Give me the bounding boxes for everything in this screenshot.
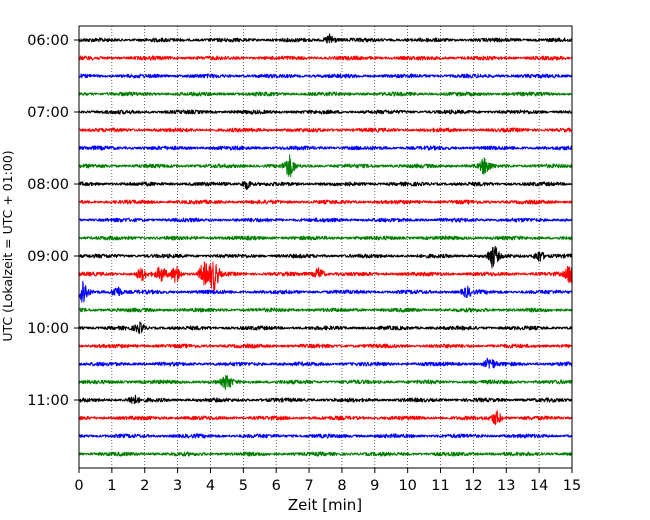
y-tick-label-09:00: 09:00 xyxy=(27,249,69,265)
trace-0845 xyxy=(78,235,573,241)
plot-frame xyxy=(78,25,573,469)
x-axis-ticks: 0 1 2 3 4 5 6 7 8 9 10 11 12 13 14 15 xyxy=(74,468,581,494)
trace-0730 xyxy=(78,145,573,151)
trace-0615 xyxy=(78,55,573,61)
x-tick-label-3: 3 xyxy=(173,478,182,494)
y-tick-label-10:00: 10:00 xyxy=(27,321,69,337)
y-axis-ticks: 06:00 07:00 08:00 09:00 10:00 11:00 xyxy=(27,33,79,409)
trace-1130 xyxy=(78,433,573,439)
x-tick-label-0: 0 xyxy=(74,478,83,494)
y-tick-label-08:00: 08:00 xyxy=(27,177,69,193)
trace-0930 xyxy=(78,280,573,303)
seismogram-traces xyxy=(78,33,573,457)
y-tick-label-06:00: 06:00 xyxy=(27,33,69,49)
trace-0745 xyxy=(78,154,573,178)
y-tick-label-07:00: 07:00 xyxy=(27,105,69,121)
trace-0915 xyxy=(78,261,573,291)
trace-0700 xyxy=(78,109,573,115)
trace-0800 xyxy=(78,180,573,190)
x-tick-label-11: 11 xyxy=(431,478,449,494)
trace-1030 xyxy=(78,357,573,369)
y-tick-label-11:00: 11:00 xyxy=(27,393,69,409)
trace-0900 xyxy=(78,245,573,269)
trace-1100 xyxy=(78,394,573,405)
trace-1000 xyxy=(78,321,573,335)
trace-0815 xyxy=(78,199,573,205)
trace-1015 xyxy=(78,343,573,349)
trace-0945 xyxy=(78,307,573,313)
y-axis-label: UTC (Lokalzeit = UTC + 01:00) xyxy=(0,150,15,341)
trace-0715 xyxy=(78,127,572,133)
trace-0830 xyxy=(78,217,573,223)
x-tick-label-1: 1 xyxy=(107,478,116,494)
x-tick-label-10: 10 xyxy=(398,478,416,494)
trace-1115 xyxy=(78,410,573,426)
trace-0630 xyxy=(78,73,573,79)
x-tick-label-13: 13 xyxy=(497,478,515,494)
trace-0645 xyxy=(78,91,573,97)
trace-1145 xyxy=(78,451,573,457)
x-tick-label-5: 5 xyxy=(239,478,248,494)
x-tick-label-15: 15 xyxy=(563,478,581,494)
x-tick-label-8: 8 xyxy=(337,478,346,494)
x-axis-label: Zeit [min] xyxy=(288,496,362,514)
trace-0600 xyxy=(78,33,573,44)
x-tick-label-14: 14 xyxy=(530,478,548,494)
x-tick-label-2: 2 xyxy=(140,478,149,494)
x-tick-label-7: 7 xyxy=(304,478,313,494)
x-tick-label-9: 9 xyxy=(370,478,379,494)
x-tick-label-12: 12 xyxy=(464,478,482,494)
x-tick-label-4: 4 xyxy=(206,478,215,494)
x-tick-label-6: 6 xyxy=(272,478,281,494)
trace-1045 xyxy=(78,374,572,391)
